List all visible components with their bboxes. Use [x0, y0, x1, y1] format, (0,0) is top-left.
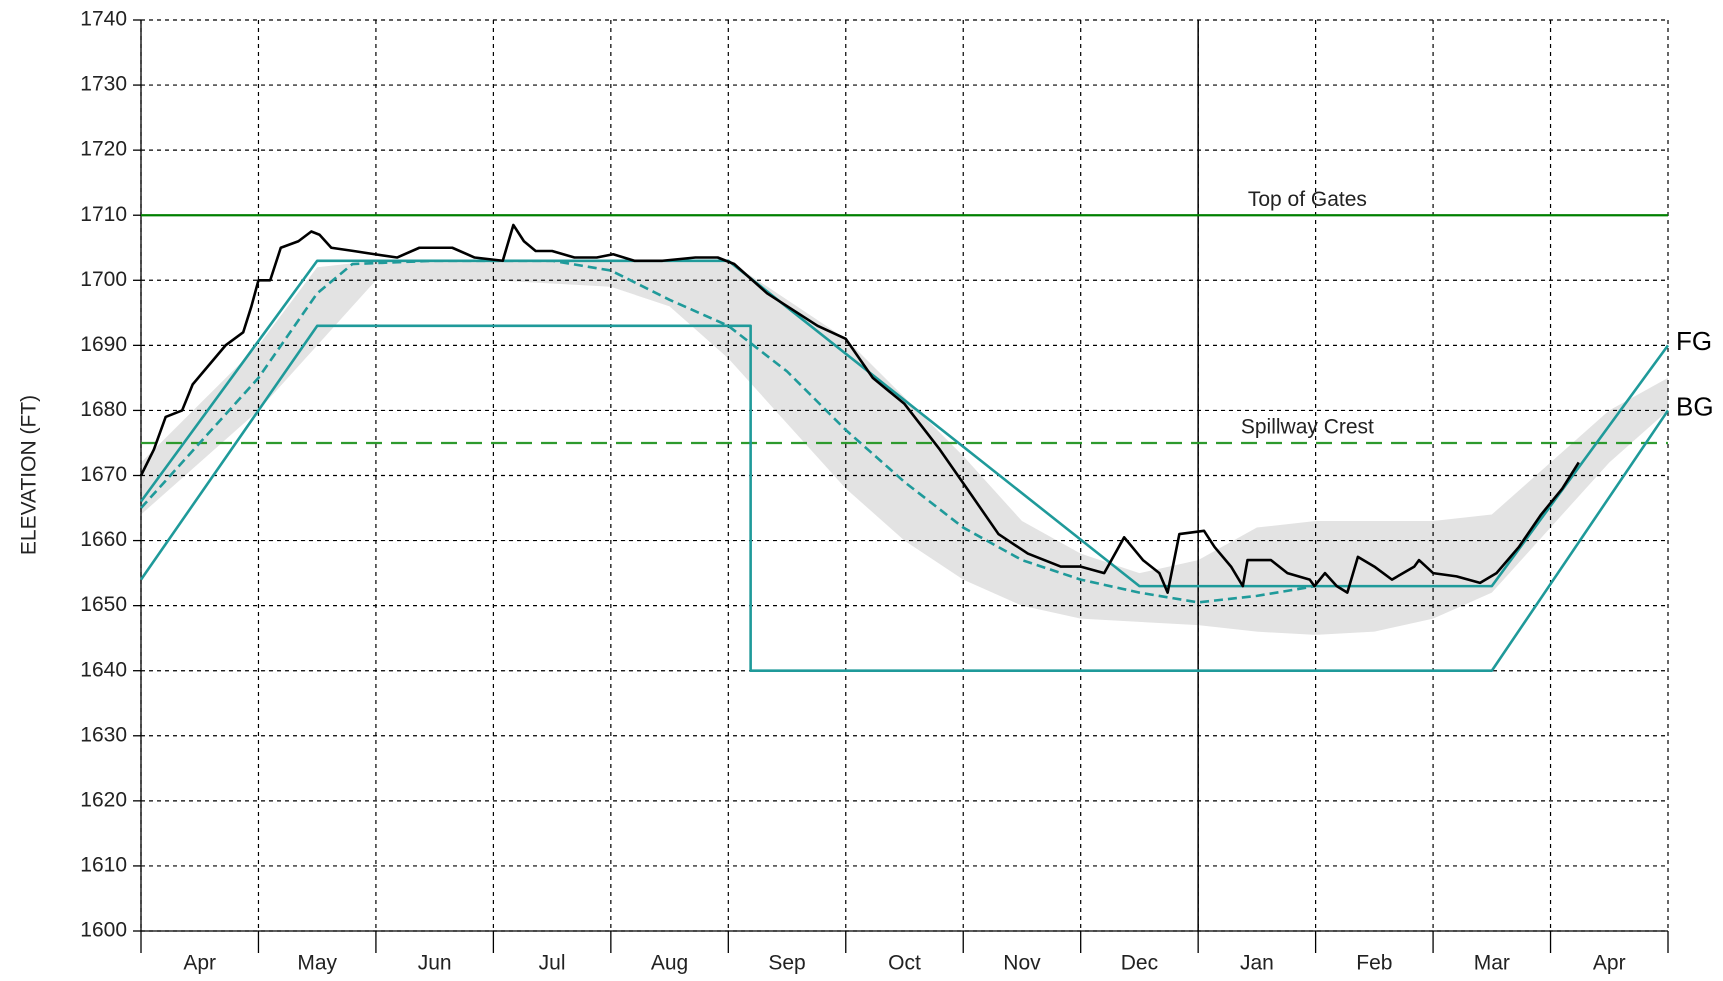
- y-tick-label: 1680: [80, 398, 127, 421]
- reference-label: Top of Gates: [1248, 188, 1367, 211]
- y-tick-label: 1720: [80, 138, 127, 161]
- x-tick-label: Jul: [539, 952, 566, 975]
- y-tick-label: 1710: [80, 203, 127, 226]
- series-line: [140, 259, 1316, 604]
- y-tick-label: 1690: [80, 333, 127, 356]
- x-tick-label: Nov: [1003, 952, 1041, 975]
- x-tick-label: Apr: [1593, 952, 1626, 975]
- y-tick-label: 1640: [80, 658, 127, 681]
- x-tick-label: Oct: [888, 952, 921, 975]
- y-tick-label: 1670: [80, 463, 127, 486]
- y-tick-label: 1660: [80, 528, 127, 551]
- series-line: [139, 324, 1670, 673]
- y-tick-label: 1700: [80, 268, 127, 291]
- x-tick-label: Mar: [1474, 952, 1510, 975]
- y-tick-label: 1600: [80, 919, 127, 942]
- y-tick-label: 1630: [80, 723, 127, 746]
- y-tick-label: 1650: [80, 593, 127, 616]
- range-band: [141, 260, 1668, 635]
- y-tick-label: 1610: [80, 853, 127, 876]
- series-line: [139, 223, 1580, 594]
- y-axis-label: ELEVATION (FT): [18, 395, 41, 555]
- x-tick-label: Dec: [1121, 952, 1158, 975]
- series-label: FG: [1676, 326, 1712, 356]
- y-tick-label: 1730: [80, 73, 127, 96]
- x-tick-label: May: [297, 952, 337, 975]
- y-tick-label: 1740: [80, 8, 127, 31]
- x-tick-label: Aug: [651, 952, 688, 975]
- series-line: [139, 259, 1670, 588]
- x-tick-label: Sep: [768, 952, 805, 975]
- x-tick-label: Apr: [183, 952, 216, 975]
- x-tick-label: Jun: [418, 952, 452, 975]
- x-tick-label: Feb: [1356, 952, 1392, 975]
- y-tick-label: 1620: [80, 788, 127, 811]
- x-tick-label: Jan: [1240, 952, 1274, 975]
- reference-label: Spillway Crest: [1241, 416, 1374, 439]
- series-label: BG: [1676, 391, 1714, 421]
